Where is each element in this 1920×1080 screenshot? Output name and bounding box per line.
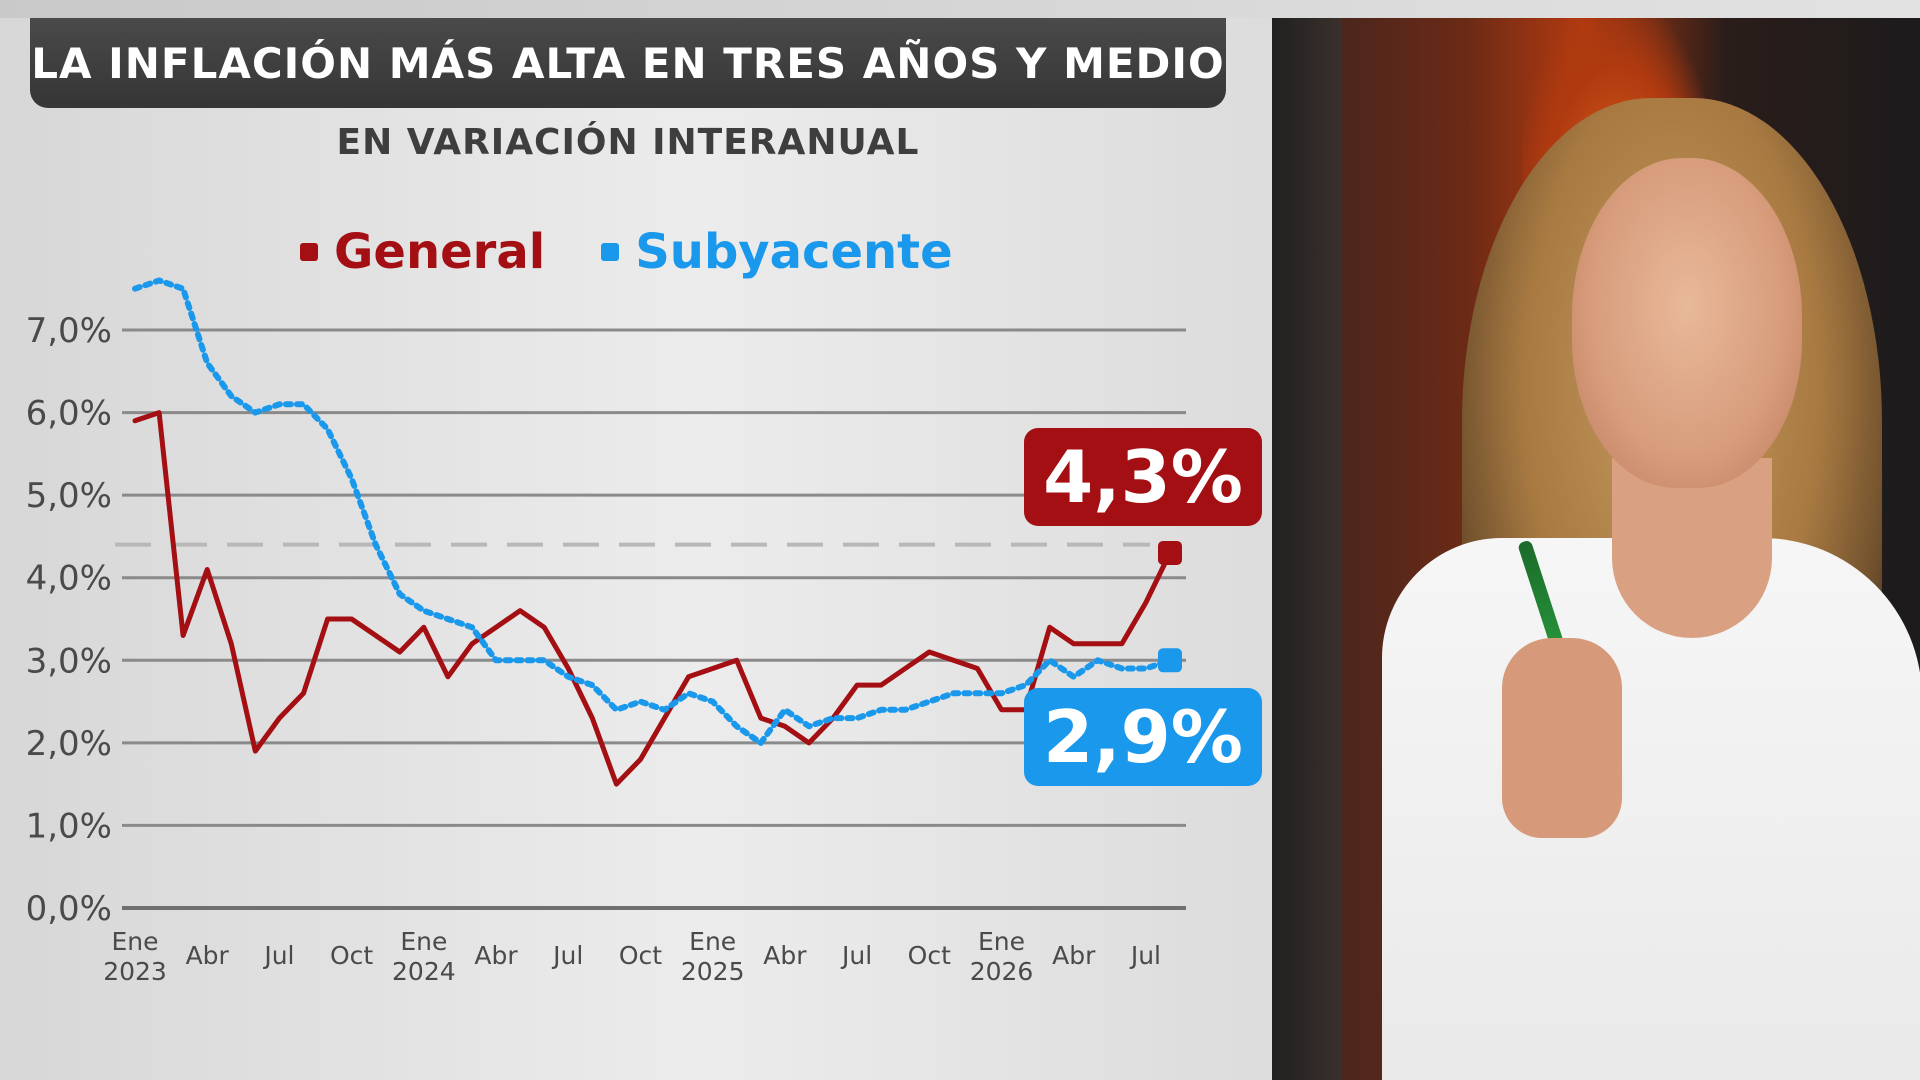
line-chart: 0,0%1,0%2,0%3,0%4,0%5,0%6,0%7,0%Ene2023A… — [26, 277, 1186, 986]
y-tick-label: 0,0% — [26, 889, 112, 929]
x-tick-label: Oct — [330, 941, 373, 970]
x-tick-label: Jul — [1129, 941, 1161, 970]
x-tick-year: 2023 — [103, 957, 167, 986]
legend-swatch-subyacente — [601, 243, 620, 261]
presenter-hand — [1502, 638, 1622, 838]
end-marker-subyacente — [1158, 648, 1182, 673]
legend-item-subyacente: Subyacente — [601, 224, 953, 280]
x-tick-label: Jul — [262, 941, 294, 970]
x-tick-label: Abr — [474, 941, 518, 970]
y-tick-label: 7,0% — [26, 311, 112, 351]
x-tick-label: Ene — [978, 927, 1025, 956]
chart-subtitle: EN VARIACIÓN INTERANUAL — [336, 122, 920, 163]
chart-legend: General Subyacente — [300, 224, 953, 280]
photo-edge — [1272, 18, 1342, 1080]
series-line-general — [132, 410, 1173, 787]
y-tick-label: 5,0% — [26, 476, 112, 516]
y-tick-label: 6,0% — [26, 394, 112, 434]
x-tick-label: Ene — [111, 927, 158, 956]
x-tick-label: Abr — [1052, 941, 1096, 970]
x-tick-year: 2026 — [970, 957, 1034, 986]
legend-item-general: General — [300, 224, 545, 280]
presenter-shirt — [1382, 538, 1920, 1080]
x-tick-label: Ene — [689, 927, 736, 956]
badge-subyacente-value: 2,9% — [1024, 688, 1262, 786]
x-tick-label: Oct — [908, 941, 951, 970]
x-tick-label: Abr — [186, 941, 230, 970]
x-tick-label: Oct — [619, 941, 662, 970]
chart-panel — [0, 0, 1272, 1080]
x-tick-label: Jul — [551, 941, 583, 970]
series-line-subyacente — [132, 277, 1173, 746]
y-tick-label: 1,0% — [26, 806, 112, 846]
end-marker-general — [1158, 540, 1182, 565]
y-tick-label: 2,0% — [26, 724, 112, 764]
x-tick-label: Jul — [840, 941, 872, 970]
presenter-neck — [1612, 458, 1772, 638]
presenter-photo — [1272, 18, 1920, 1080]
top-strip — [0, 0, 1920, 18]
y-tick-label: 4,0% — [26, 559, 112, 599]
chart-title: LA INFLACIÓN MÁS ALTA EN TRES AÑOS Y MED… — [31, 38, 1225, 88]
legend-label-general: General — [334, 224, 546, 280]
legend-label-subyacente: Subyacente — [635, 224, 953, 280]
legend-swatch-general — [300, 243, 318, 261]
presenter-face — [1572, 158, 1802, 488]
x-tick-label: Abr — [763, 941, 807, 970]
badge-general-value: 4,3% — [1024, 428, 1262, 526]
x-tick-label: Ene — [400, 927, 447, 956]
x-tick-year: 2025 — [681, 957, 745, 986]
y-tick-label: 3,0% — [26, 641, 112, 681]
title-bar: LA INFLACIÓN MÁS ALTA EN TRES AÑOS Y MED… — [30, 18, 1226, 108]
x-tick-year: 2024 — [392, 957, 456, 986]
